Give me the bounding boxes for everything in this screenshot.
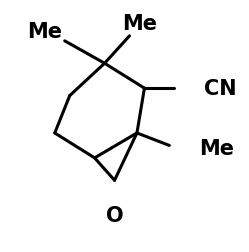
Text: Me: Me [199, 138, 234, 158]
Text: Me: Me [122, 14, 157, 34]
Text: Me: Me [27, 22, 62, 42]
Text: CN: CN [204, 79, 237, 99]
Text: O: O [106, 205, 123, 225]
